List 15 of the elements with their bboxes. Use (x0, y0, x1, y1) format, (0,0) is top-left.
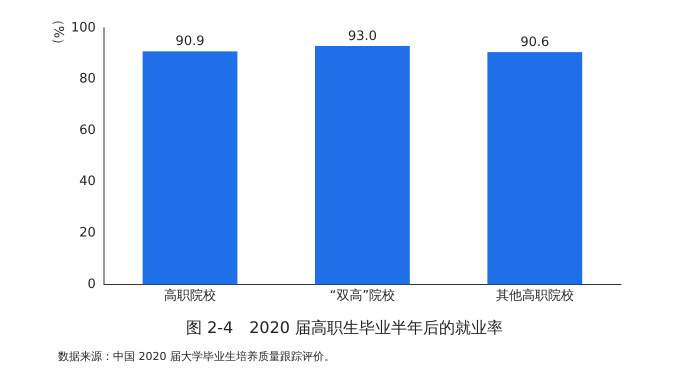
text: 图 2-4 2020 届高职生毕业半年后的就业率 (184, 318, 504, 339)
data-label: 90.9 (176, 34, 204, 50)
x-tick-label: 其他高职院校 (496, 288, 574, 304)
y-axis-title: （%） (50, 12, 66, 52)
y-tick-label: 20 (79, 225, 96, 240)
y-tick-label: 100 (70, 20, 96, 36)
y-tick-label: 0 (88, 276, 96, 292)
source-note: 数据来源：中国 2020 届大学毕业生培养质量跟踪评价。 (58, 349, 336, 364)
y-tick-label: 40 (79, 174, 96, 190)
y-tick-label: 80 (79, 72, 96, 87)
x-tick-label: “双高”院校 (330, 288, 396, 304)
y-tick-label: 60 (79, 122, 96, 138)
x-tick-label: 高职院校 (164, 288, 216, 304)
data-label: 93.0 (348, 28, 377, 44)
data-label: 90.6 (520, 34, 550, 50)
